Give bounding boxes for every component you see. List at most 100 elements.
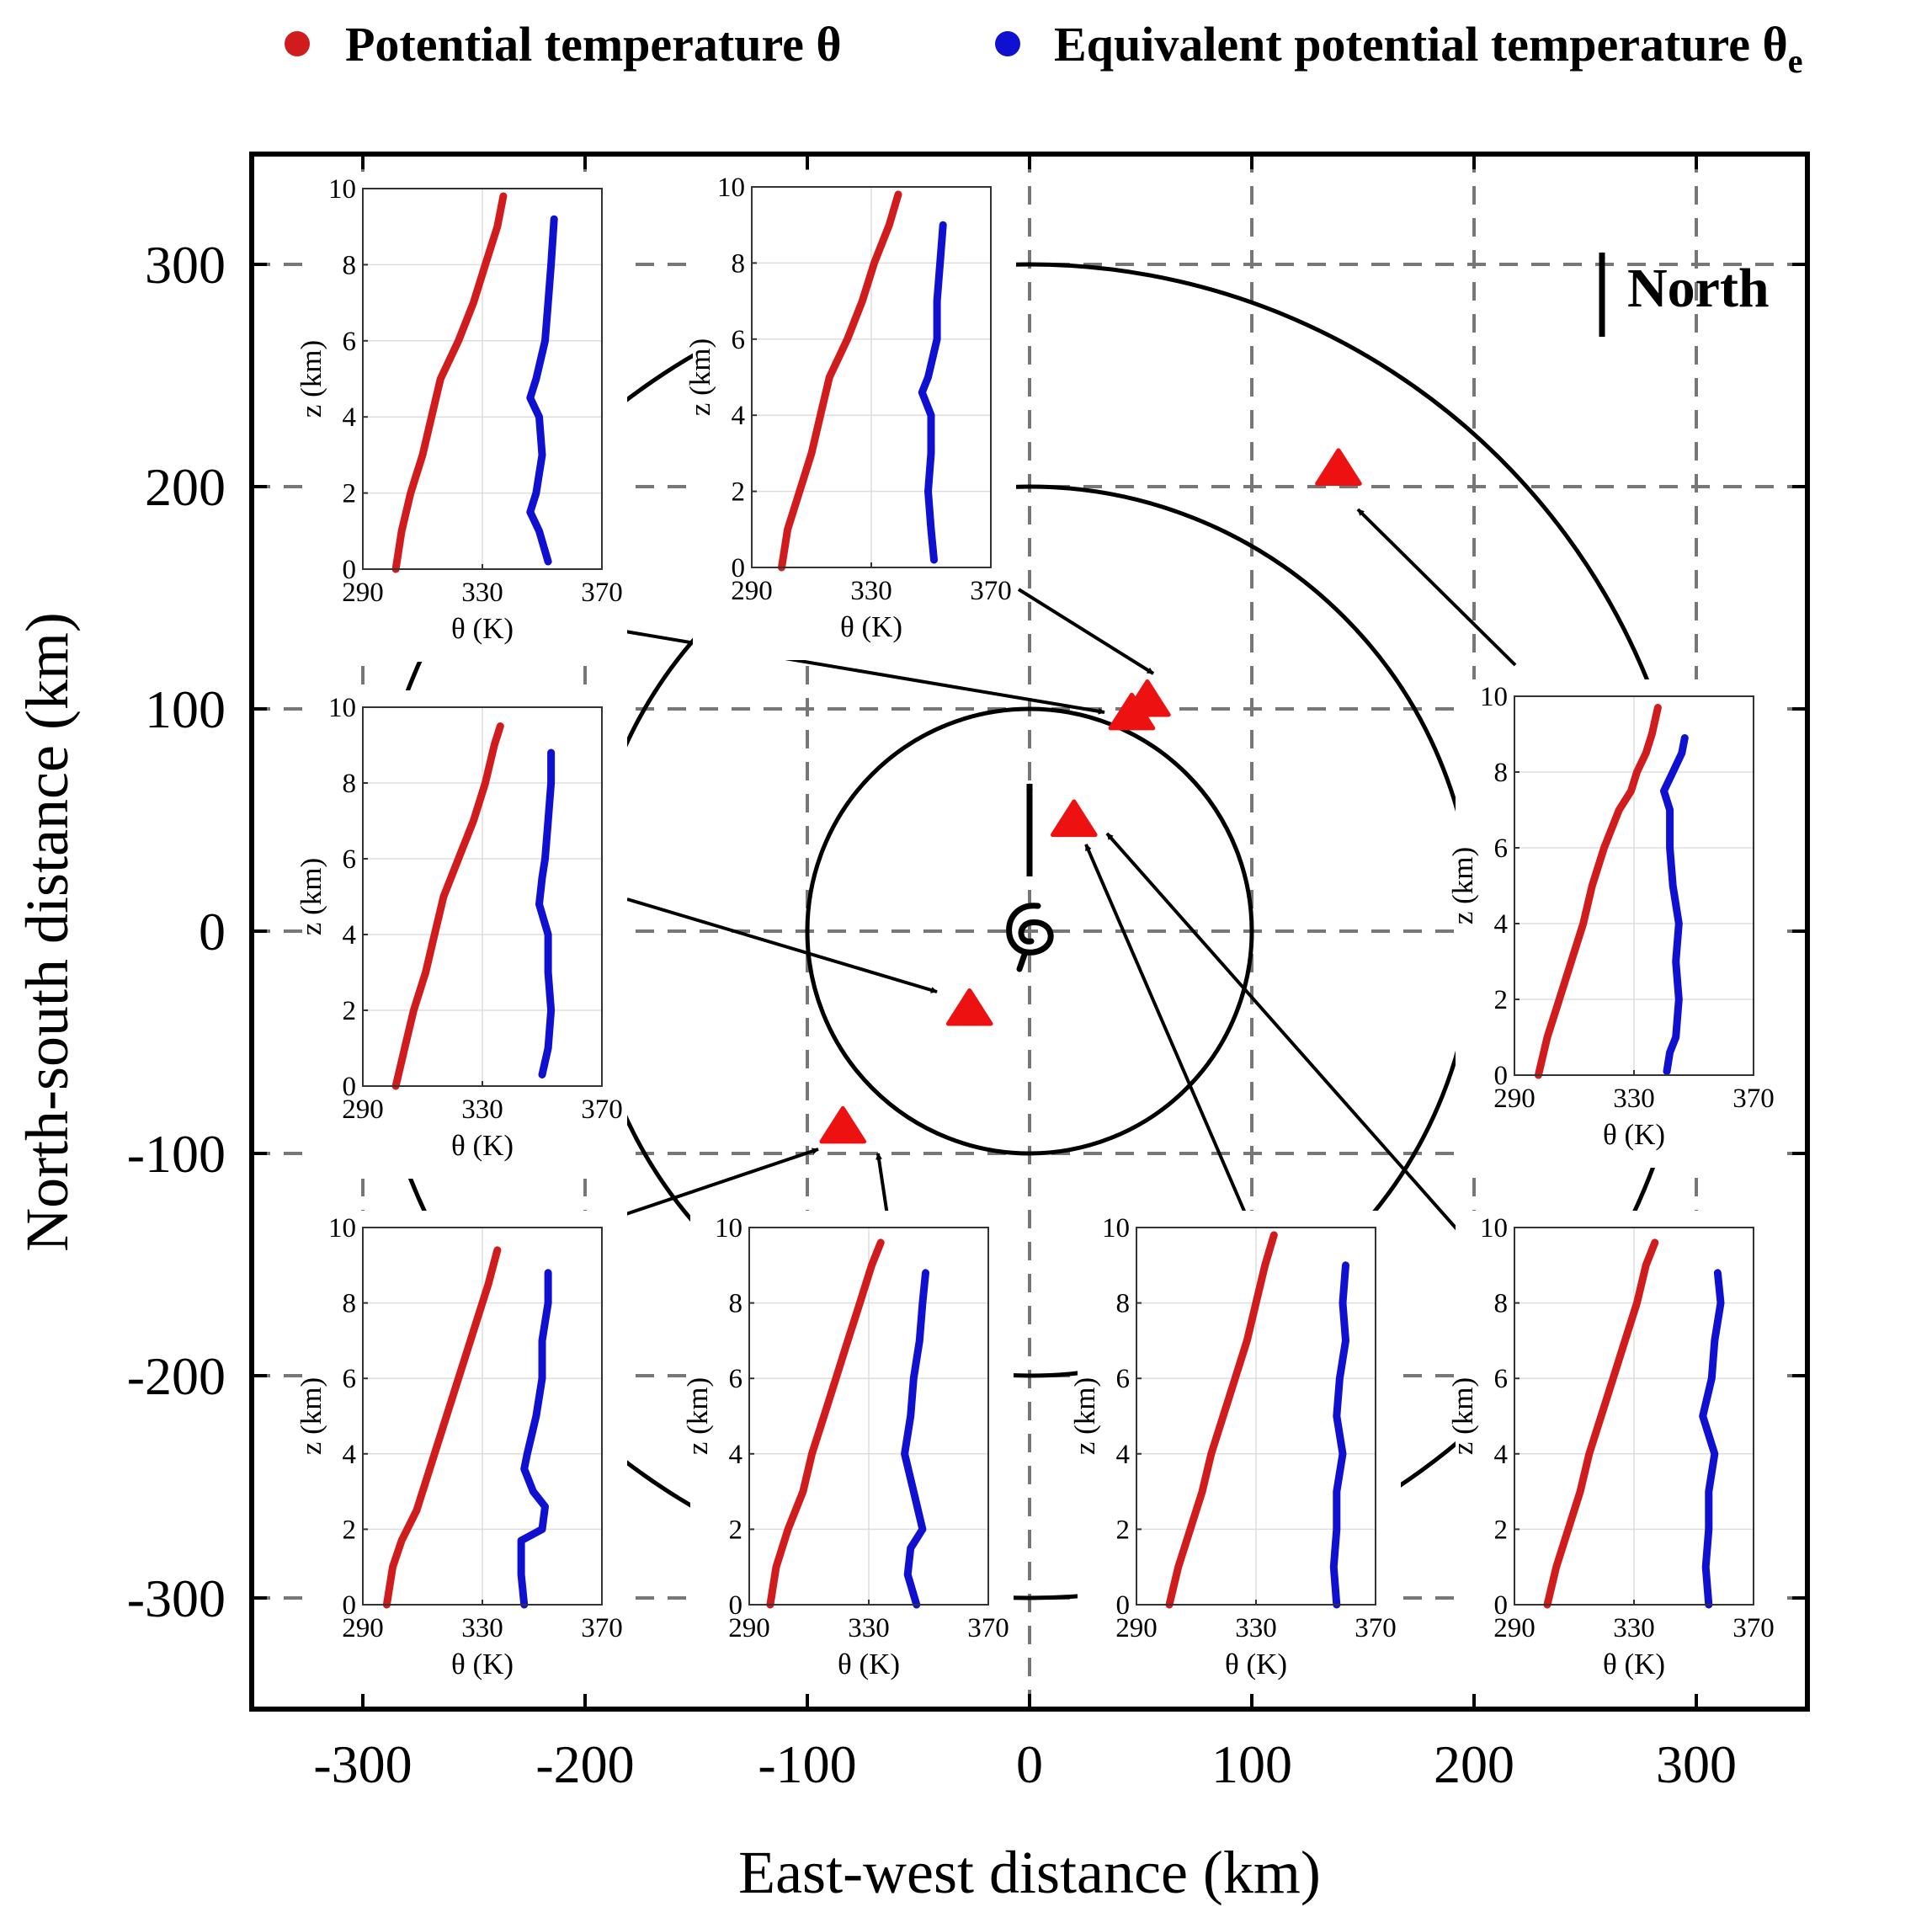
- inset-y-tick-label: 8: [729, 1289, 743, 1319]
- sounding-marker-m3: [1108, 692, 1156, 731]
- inset-x-tick-label: 330: [1235, 1613, 1277, 1643]
- inset-panel-C: 290 330 370 0 2 4 6 8 10 θ (K) z (km): [295, 690, 627, 1179]
- inset-x-tick-label: 330: [461, 1094, 503, 1125]
- inset-panel-G: 290 330 370 0 2 4 6 8 10 θ (K) z (km): [1068, 1211, 1401, 1697]
- inset-y-tick-label: 8: [1494, 1289, 1509, 1319]
- north-indicator: North: [1599, 252, 1770, 337]
- inset-y-tick-label: 6: [343, 327, 357, 357]
- x-axis-label: East-west distance (km): [738, 1839, 1321, 1906]
- inset-x-tick-label: 290: [1493, 1084, 1535, 1114]
- inset-x-tick-label: 330: [850, 576, 892, 606]
- inset-x-tick-label: 290: [342, 1613, 384, 1643]
- inset-x-tick-label: 370: [1732, 1084, 1775, 1114]
- inset-y-tick-label: 8: [1116, 1289, 1131, 1319]
- inset-panel-D: 290 330 370 0 2 4 6 8 10 θ (K) z (km): [1446, 679, 1779, 1168]
- range-circle-100km: [805, 706, 1254, 1156]
- inset-x-tick-label: 290: [1115, 1613, 1158, 1643]
- legend: Potential temperature θ Equivalent poten…: [285, 17, 1803, 80]
- inset-y-tick-label: 6: [729, 1364, 743, 1394]
- inset-y-label: z (km): [295, 340, 327, 418]
- inset-y-tick-label: 6: [343, 1364, 357, 1394]
- theta-e-profile-D: [1660, 734, 1689, 1075]
- sounding-insets: 290 330 370 0 2 4 6 8 10 θ (K) z (km) 290 330 370 0 2 4 6…: [295, 170, 1779, 1697]
- legend-theta-marker: [285, 31, 310, 56]
- north-label: North: [1627, 258, 1770, 319]
- inset-y-tick-label: 8: [343, 1289, 357, 1319]
- theta-e-profile-E: [517, 1269, 552, 1609]
- inset-x-tick-label: 330: [848, 1613, 890, 1643]
- theta-profile-G: [1165, 1231, 1278, 1609]
- inset-x-tick-label: 290: [731, 576, 773, 606]
- inset-y-tick-label: 2: [732, 477, 746, 508]
- x-tick-label: -100: [758, 1734, 856, 1794]
- inset-y-label: z (km): [1068, 1377, 1101, 1455]
- storm-symbol: [1006, 783, 1054, 972]
- inset-y-tick-label: 2: [343, 479, 357, 509]
- legend-theta-e-text: Equivalent potential temperature θ: [1054, 17, 1788, 72]
- sounding-marker-m4: [1051, 799, 1098, 838]
- inset-x-label: θ (K): [838, 1648, 900, 1680]
- pointer-arrow-H: [1105, 832, 1462, 1235]
- inset-y-tick-label: 0: [343, 1590, 357, 1621]
- axis-ticks: -300 -200 -100 0 100 200 300-300-200-100010020…: [127, 154, 1807, 1794]
- inset-x-tick-label: 330: [1613, 1613, 1655, 1643]
- inset-y-tick-label: 4: [1494, 1440, 1509, 1470]
- inset-x-tick-label: 290: [1493, 1613, 1535, 1643]
- theta-profile-D: [1534, 704, 1662, 1079]
- pointer-arrow-E: [605, 1148, 819, 1222]
- theta-e-profile-F: [901, 1269, 929, 1609]
- inset-y-tick-label: 8: [1494, 758, 1509, 788]
- inset-y-tick-label: 0: [1494, 1061, 1509, 1091]
- inset-y-label: z (km): [295, 858, 327, 935]
- sounding-marker-m5: [945, 988, 993, 1026]
- inset-x-tick-label: 370: [581, 578, 623, 608]
- inset-y-label: z (km): [1446, 1377, 1479, 1455]
- inset-y-tick-label: 0: [1494, 1590, 1509, 1621]
- pointer-arrow-F: [876, 1153, 890, 1222]
- inset-y-tick-label: 0: [729, 1590, 743, 1621]
- sounding-marker-m6: [819, 1105, 867, 1144]
- inset-x-tick-label: 330: [1613, 1084, 1655, 1114]
- inset-y-tick-label: 2: [729, 1515, 743, 1545]
- legend-theta-e-marker: [995, 31, 1020, 56]
- legend-theta-e-subscript: e: [1788, 42, 1803, 80]
- x-tick-label: 100: [1211, 1734, 1292, 1794]
- pointer-arrow-B: [1017, 588, 1155, 675]
- inset-y-tick-label: 8: [343, 250, 357, 280]
- inset-y-tick-label: 2: [343, 1515, 357, 1545]
- inset-panel-H: 290 330 370 0 2 4 6 8 10 θ (K) z (km): [1446, 1211, 1779, 1697]
- inset-x-tick-label: 290: [342, 1094, 384, 1125]
- inset-y-label: z (km): [1446, 847, 1479, 924]
- inset-y-tick-label: 10: [328, 174, 356, 205]
- inset-x-tick-label: 370: [1355, 1613, 1397, 1643]
- inset-y-tick-label: 2: [1116, 1515, 1131, 1545]
- theta-e-profile-B: [918, 221, 947, 564]
- y-tick-label: 0: [199, 902, 226, 961]
- inset-panel-E: 290 330 370 0 2 4 6 8 10 θ (K) z (km): [295, 1211, 627, 1697]
- inset-y-tick-label: 6: [1116, 1364, 1131, 1394]
- inset-y-tick-label: 10: [1480, 682, 1508, 712]
- y-axis-label: North-south distance (km): [13, 612, 81, 1252]
- inset-y-tick-label: 6: [1494, 834, 1509, 864]
- y-tick-label: 100: [145, 679, 226, 739]
- inset-y-tick-label: 6: [343, 844, 357, 875]
- inset-y-tick-label: 10: [715, 1213, 742, 1244]
- theta-e-profile-H: [1699, 1269, 1725, 1609]
- inset-x-tick-label: 370: [967, 1613, 1009, 1643]
- inset-y-tick-label: 8: [343, 769, 357, 799]
- inset-y-label: z (km): [684, 338, 716, 416]
- theta-e-profile-G: [1329, 1261, 1349, 1609]
- inset-x-label: θ (K): [840, 610, 902, 643]
- x-tick-label: 200: [1434, 1734, 1514, 1794]
- inset-x-tick-label: 290: [342, 578, 384, 608]
- inset-y-tick-label: 2: [343, 996, 357, 1026]
- inset-x-tick-label: 370: [1732, 1613, 1775, 1643]
- inset-y-tick-label: 2: [1494, 985, 1509, 1015]
- inset-y-tick-label: 10: [1480, 1213, 1508, 1244]
- inset-y-tick-label: 0: [343, 555, 357, 585]
- inset-x-tick-label: 370: [970, 576, 1012, 606]
- inset-y-tick-label: 2: [1494, 1515, 1509, 1545]
- inset-x-tick-label: 370: [581, 1094, 623, 1125]
- x-tick-label: -300: [313, 1734, 412, 1794]
- inset-y-tick-label: 10: [328, 1213, 356, 1244]
